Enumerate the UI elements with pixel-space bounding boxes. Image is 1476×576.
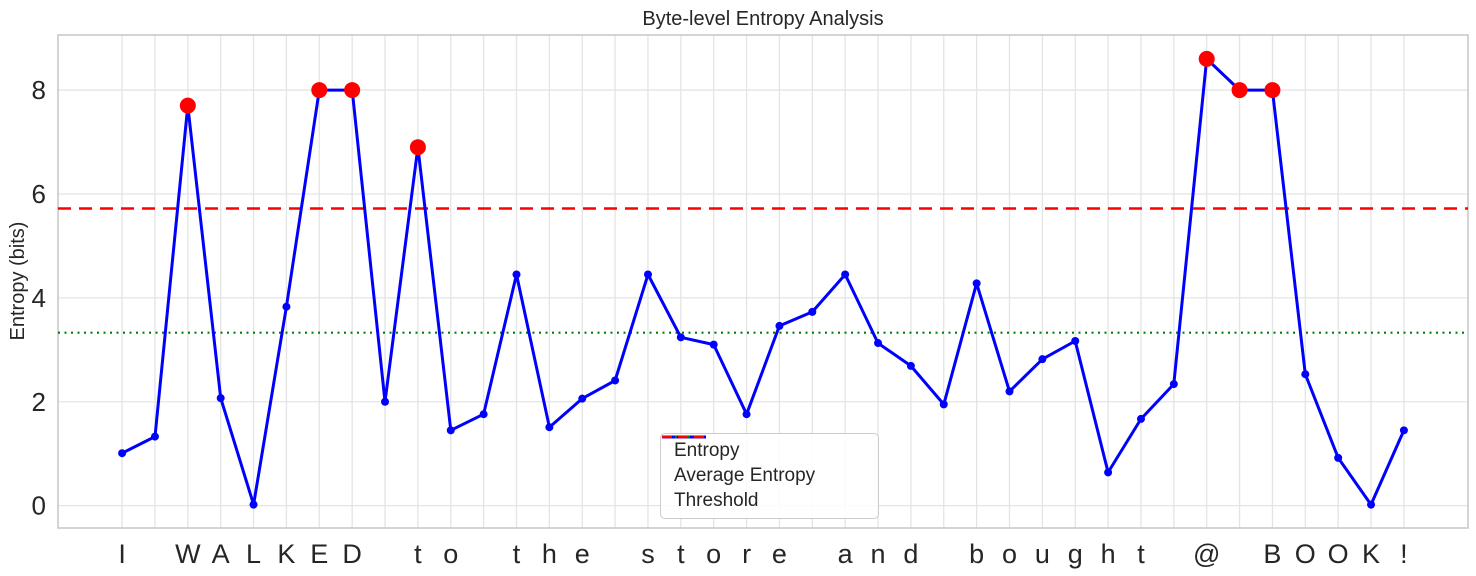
- data-point-marker: [545, 423, 554, 432]
- data-point-marker: [1071, 336, 1080, 345]
- data-point-marker: [1136, 414, 1145, 423]
- data-point-marker: [216, 394, 225, 403]
- x-tick-label: o: [706, 539, 721, 569]
- data-point-marker: [643, 270, 652, 279]
- data-point-marker: [512, 270, 521, 279]
- data-point-marker: [775, 321, 784, 330]
- data-point-marker: [1301, 370, 1310, 379]
- x-tick-label: !: [1400, 539, 1408, 569]
- data-point-marker: [446, 426, 455, 435]
- data-point-marker: [874, 339, 883, 348]
- anomaly-point-marker: [344, 82, 361, 99]
- x-tick-label: D: [342, 539, 362, 569]
- legend-label-average-entropy: Average Entropy: [674, 464, 816, 486]
- data-point-marker: [676, 333, 685, 342]
- y-tick-label: 8: [32, 75, 46, 105]
- reference-lines: [58, 207, 1468, 334]
- x-tick-label: h: [542, 539, 557, 569]
- x-tick-label: d: [903, 539, 918, 569]
- x-tick-label: W: [175, 539, 201, 569]
- data-point-marker: [906, 361, 915, 370]
- legend-item-threshold: Threshold: [662, 435, 865, 512]
- plot-frame: [57, 34, 1469, 529]
- x-tick-label: n: [871, 539, 886, 569]
- x-tick-label: O: [1295, 539, 1316, 569]
- entropy-line: [120, 57, 1406, 507]
- x-tick-label: B: [1263, 539, 1281, 569]
- data-point-marker: [1005, 387, 1014, 396]
- x-tick-label: K: [277, 539, 295, 569]
- data-point-marker: [1334, 453, 1343, 462]
- x-tick-label: o: [443, 539, 458, 569]
- anomaly-point-marker: [1264, 82, 1281, 99]
- data-point-marker: [1104, 468, 1113, 477]
- y-axis-label: Entropy (bits): [7, 222, 29, 341]
- y-tick-label: 6: [32, 179, 46, 209]
- chart-title: Byte-level Entropy Analysis: [642, 8, 883, 30]
- y-tick-label: 0: [32, 491, 46, 521]
- x-tick-label: t: [677, 539, 685, 569]
- x-tick-label: A: [212, 539, 230, 569]
- data-point-marker: [1367, 500, 1376, 509]
- x-tick-label: u: [1035, 539, 1050, 569]
- data-point-marker: [742, 410, 751, 419]
- data-point-marker: [972, 279, 981, 288]
- anomaly-point-marker: [409, 139, 426, 156]
- x-tick-label: s: [641, 539, 655, 569]
- data-point-marker: [939, 400, 948, 409]
- anomaly-point-marker: [1231, 82, 1248, 99]
- legend-label-threshold: Threshold: [674, 489, 759, 511]
- legend-label-entropy: Entropy: [674, 440, 740, 462]
- data-point-marker: [808, 307, 817, 316]
- legend-item-average-entropy: Average Entropy: [662, 435, 865, 487]
- data-point-marker: [150, 432, 159, 441]
- data-point-marker: [709, 340, 718, 349]
- anomaly-point-marker: [1198, 50, 1215, 67]
- x-tick-label: t: [1137, 539, 1145, 569]
- data-point-marker: [381, 397, 390, 406]
- legend: Entropy Average Entropy Threshold: [660, 433, 879, 519]
- data-point-marker: [841, 270, 850, 279]
- x-tick-label: O: [1328, 539, 1349, 569]
- x-tick-label: b: [969, 539, 984, 569]
- data-point-marker: [282, 302, 291, 311]
- data-point-marker: [611, 376, 620, 385]
- anomaly-point-marker: [179, 97, 196, 114]
- x-tick-label: e: [575, 539, 590, 569]
- data-point-marker: [1169, 380, 1178, 389]
- x-tick-label: I: [118, 539, 126, 569]
- x-tick-label: e: [772, 539, 787, 569]
- x-tick-label: g: [1068, 539, 1083, 569]
- x-tick-label: o: [1002, 539, 1017, 569]
- x-tick-label: L: [246, 539, 261, 569]
- x-tick-label: K: [1362, 539, 1380, 569]
- data-point-marker: [249, 500, 258, 509]
- data-point-marker: [1399, 426, 1408, 435]
- entropy-series: [118, 50, 1408, 509]
- x-tick-label: h: [1101, 539, 1116, 569]
- x-tick-label: E: [310, 539, 328, 569]
- y-tick-label: 4: [32, 283, 46, 313]
- data-point-marker: [1038, 355, 1047, 364]
- x-tick-label: @: [1193, 539, 1220, 569]
- legend-item-entropy: Entropy: [662, 435, 865, 462]
- data-point-marker: [118, 449, 127, 458]
- legend-line-dashed-icon: [662, 435, 706, 439]
- anomaly-point-marker: [311, 82, 328, 99]
- data-point-marker: [479, 410, 488, 419]
- y-axis-tick-labels: 0 2 4 6 8: [32, 75, 46, 521]
- x-tick-label: t: [414, 539, 422, 569]
- x-tick-label: t: [513, 539, 521, 569]
- x-tick-label: r: [742, 539, 751, 569]
- y-tick-label: 2: [32, 387, 46, 417]
- x-tick-label: a: [838, 539, 854, 569]
- data-point-marker: [578, 394, 587, 403]
